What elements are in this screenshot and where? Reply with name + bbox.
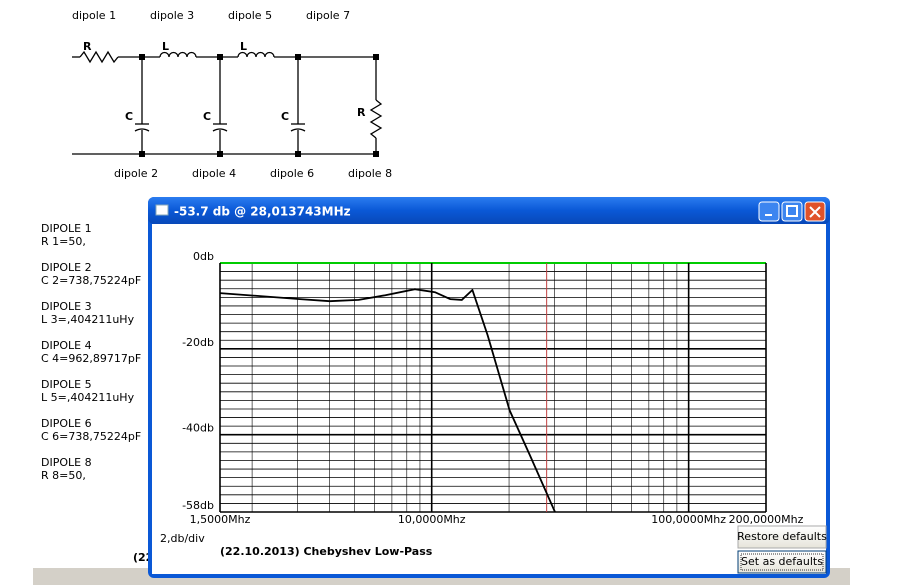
component-label: C bbox=[203, 110, 211, 123]
dipole-name: DIPOLE 2 bbox=[41, 261, 92, 274]
dipole-name: DIPOLE 3 bbox=[41, 300, 92, 313]
caption: (22.10.2013) Chebyshev Low-Pass bbox=[220, 545, 433, 558]
x-tick-label: 10,0000Mhz bbox=[398, 513, 466, 526]
scale-label: 2,db/div bbox=[160, 532, 205, 545]
component-label: C bbox=[281, 110, 289, 123]
window-title: -53.7 db @ 28,013743MHz bbox=[174, 205, 351, 219]
y-tick-label: -20db bbox=[182, 336, 214, 349]
schematic bbox=[72, 50, 383, 157]
x-tick-label: 200,0000Mhz bbox=[729, 513, 804, 526]
dipole-value: L 3=,404211uHy bbox=[41, 313, 135, 326]
component-label: L bbox=[240, 40, 247, 53]
dipole-value: R 8=50, bbox=[41, 469, 86, 482]
dipole-name: DIPOLE 1 bbox=[41, 222, 92, 235]
minimize-button[interactable] bbox=[758, 201, 780, 222]
window-icon bbox=[155, 204, 169, 216]
component-label: R bbox=[357, 106, 366, 119]
dipole-label: dipole 1 bbox=[72, 9, 116, 22]
dipole-label: dipole 6 bbox=[270, 167, 314, 180]
x-tick-label: 100,0000Mhz bbox=[651, 513, 726, 526]
dipole-value: L 5=,404211uHy bbox=[41, 391, 135, 404]
dipole-name: DIPOLE 5 bbox=[41, 378, 92, 391]
dipole-label: dipole 5 bbox=[228, 9, 272, 22]
dipole-value: R 1=50, bbox=[41, 235, 86, 248]
button-label: Set as defaults bbox=[741, 555, 823, 568]
button-label: Restore defaults bbox=[737, 530, 827, 543]
dipole-label: dipole 3 bbox=[150, 9, 194, 22]
y-tick-label: 0db bbox=[193, 250, 214, 263]
dipole-name: DIPOLE 4 bbox=[41, 339, 92, 352]
response-curve bbox=[219, 288, 556, 513]
x-tick-label: 1,5000Mhz bbox=[190, 513, 251, 526]
dipole-label: dipole 2 bbox=[114, 167, 158, 180]
dipole-value: C 6=738,75224pF bbox=[41, 430, 142, 443]
component-label: L bbox=[162, 40, 169, 53]
y-tick-label: -40db bbox=[182, 422, 214, 435]
dipole-label: dipole 8 bbox=[348, 167, 392, 180]
dipole-name: DIPOLE 8 bbox=[41, 456, 92, 469]
dipole-label: dipole 4 bbox=[192, 167, 236, 180]
component-label: R bbox=[83, 40, 92, 53]
dipole-name: DIPOLE 6 bbox=[41, 417, 92, 430]
dipole-value: C 4=962,89717pF bbox=[41, 352, 142, 365]
y-tick-label: -58db bbox=[182, 499, 214, 512]
dipole-label: dipole 7 bbox=[306, 9, 350, 22]
restore-defaults-button[interactable] bbox=[737, 525, 827, 549]
set-defaults-button[interactable] bbox=[737, 550, 827, 574]
dipole-value: C 2=738,75224pF bbox=[41, 274, 142, 287]
maximize-button[interactable] bbox=[781, 201, 803, 222]
window: -53.7 db @ 28,013743MHz bbox=[148, 197, 830, 578]
component-label: C bbox=[125, 110, 133, 123]
